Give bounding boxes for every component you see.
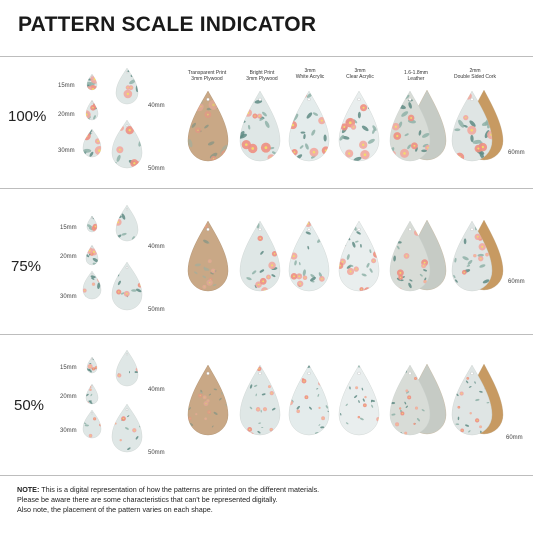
sample-drop-30mm-50	[82, 409, 102, 439]
material-drop-clear-50	[338, 364, 380, 436]
note-label: NOTE:	[17, 485, 40, 494]
column-header-line2: Clear Acrylic	[346, 74, 374, 80]
divider-top	[0, 56, 533, 57]
column-header-line2: 3mm Plywood	[246, 76, 278, 82]
size-label-40: 40mm	[148, 244, 165, 250]
sample-drop-50mm-100	[111, 119, 143, 169]
size-label-20: 20mm	[60, 254, 77, 260]
scale-section-50: 50% 15mm 20mm 30mm 40mm 50mm 60mm	[0, 334, 533, 484]
size-label-50: 50mm	[148, 166, 165, 172]
material-drop-plywood-75	[187, 220, 229, 292]
sample-drop-30mm-75	[82, 270, 102, 300]
divider-1	[0, 188, 533, 189]
scale-percentage: 75%	[11, 258, 42, 275]
material-drop-cork-75	[451, 220, 493, 292]
sample-drop-40mm-100	[115, 67, 139, 105]
column-header-clear-acrylic: 3mm Clear Acrylic	[325, 68, 395, 80]
material-drop-white-50	[288, 364, 330, 436]
sample-drop-15mm-75	[86, 215, 98, 233]
size-label-40: 40mm	[148, 387, 165, 393]
size-label-60: 60mm	[508, 150, 525, 156]
material-drop-plywood-100	[187, 90, 229, 162]
sample-drop-50mm-75	[111, 261, 143, 311]
size-label-20: 20mm	[60, 394, 77, 400]
column-header-line1: Bright Print	[249, 70, 275, 76]
column-header-line2: White Acrylic	[295, 74, 325, 80]
page-title: PATTERN SCALE INDICATOR	[18, 13, 317, 36]
size-label-30: 30mm	[60, 294, 77, 300]
sample-drop-20mm-100	[85, 99, 99, 121]
scale-section-100: 100% 15mm 20mm 30mm 40mm 50mm 60mm	[0, 56, 533, 206]
column-header-bright-print: Bright Print 3mm Plywood	[227, 70, 297, 82]
sample-drop-15mm-50	[86, 356, 98, 374]
column-header-line1: 3mm	[354, 68, 366, 74]
column-header-line1: 2mm	[469, 68, 481, 74]
material-drop-white-75	[288, 220, 330, 292]
column-header-line2: 3mm Plywood	[191, 76, 223, 82]
size-label-60: 60mm	[508, 279, 525, 285]
sample-drop-20mm-75	[85, 244, 99, 266]
material-drop-bright-50	[239, 364, 281, 436]
column-header-cork: 2mm Double Sided Cork	[440, 68, 510, 80]
note-line-3: Also note, the placement of the pattern …	[17, 505, 213, 514]
divider-2	[0, 334, 533, 335]
size-label-30: 30mm	[60, 428, 77, 434]
column-header-line1: 1.6-1.8mm	[404, 70, 428, 76]
column-header-white-acrylic: 3mm White Acrylic	[275, 68, 345, 80]
size-label-50: 50mm	[148, 450, 165, 456]
note-line-1: NOTE: This is a digital representation o…	[17, 485, 517, 495]
material-drop-leather-75	[389, 220, 431, 292]
scale-percentage: 50%	[14, 397, 45, 414]
material-drop-clear-75	[338, 220, 380, 292]
scale-percentage: 100%	[8, 108, 47, 125]
material-drop-bright-100	[239, 90, 281, 162]
column-header-line1: Transparent Print	[187, 70, 227, 76]
material-drop-white-100	[288, 90, 330, 162]
material-drop-plywood-50	[187, 364, 229, 436]
sample-drop-15mm-100	[86, 73, 98, 91]
column-header-leather: 1.6-1.8mm Leather	[381, 70, 451, 82]
sample-drop-40mm-50	[115, 349, 139, 387]
column-header-line2: Leather	[407, 76, 425, 82]
size-label-20: 20mm	[58, 112, 75, 118]
divider-bottom	[0, 475, 533, 476]
size-label-60: 60mm	[506, 435, 523, 441]
sample-drop-30mm-100	[82, 128, 102, 158]
material-drop-clear-100	[338, 90, 380, 162]
note-text: NOTE: This is a digital representation o…	[17, 485, 517, 515]
column-header-line1: 3mm	[304, 68, 316, 74]
material-drop-bright-75	[239, 220, 281, 292]
size-label-15: 15mm	[60, 225, 77, 231]
sample-drop-40mm-75	[115, 204, 139, 242]
size-label-40: 40mm	[148, 103, 165, 109]
size-label-15: 15mm	[58, 83, 75, 89]
note-line-1-text: This is a digital representation of how …	[39, 485, 320, 494]
column-header-transparent-print: Transparent Print 3mm Plywood	[172, 70, 242, 82]
size-label-30: 30mm	[58, 148, 75, 154]
sample-drop-50mm-50	[111, 403, 143, 453]
column-header-line2: Double Sided Cork	[454, 74, 496, 80]
sample-drop-20mm-50	[85, 383, 99, 405]
note-line-2: Please be aware there are some character…	[17, 495, 278, 504]
scale-section-75: 75% 15mm 20mm 30mm 40mm 50mm 60mm	[0, 188, 533, 338]
size-label-15: 15mm	[60, 365, 77, 371]
size-label-50: 50mm	[148, 307, 165, 313]
